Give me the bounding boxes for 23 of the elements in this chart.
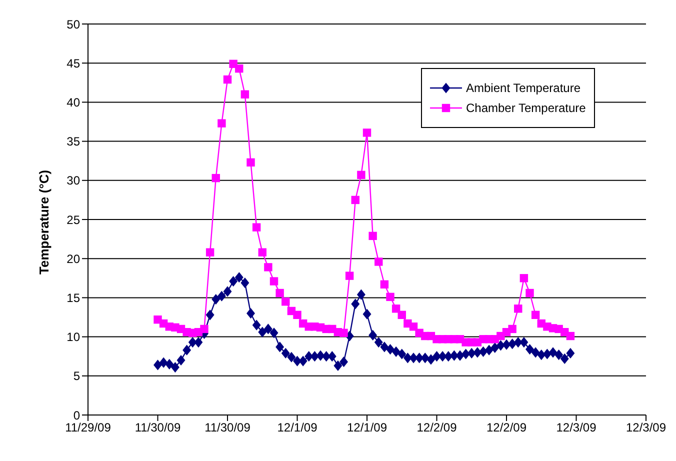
x-tick-label: 11/29/09 [65, 420, 112, 435]
y-tick-label: 45 [66, 56, 80, 70]
y-tick-label: 50 [66, 17, 80, 32]
x-tick-label: 11/30/09 [204, 420, 251, 435]
y-tick-label: 30 [66, 174, 80, 188]
x-tick-label: 12/1/09 [277, 420, 318, 435]
y-axis-title: Temperature (°C) [36, 170, 52, 274]
y-tick-label: 0 [73, 408, 80, 422]
x-tick-label: 12/2/09 [416, 420, 458, 435]
y-tick-label: 15 [66, 290, 80, 305]
y-tick-label: 20 [66, 252, 80, 266]
y-tick-label: 35 [66, 134, 80, 149]
x-tick-label: 12/2/09 [486, 420, 527, 435]
y-tick-label: 40 [66, 95, 80, 110]
legend-label: Chamber Temperature [466, 101, 586, 115]
y-tick-label: 5 [73, 369, 80, 384]
x-tick-label: 12/1/09 [346, 420, 388, 435]
y-tick-label: 10 [66, 330, 80, 344]
x-tick-label: 11/30/09 [134, 420, 181, 435]
x-tick-label: 12/3/09 [556, 420, 597, 435]
legend-label: Ambient Temperature [466, 81, 581, 95]
y-tick-label: 25 [66, 212, 80, 227]
x-tick-label: 12/3/09 [626, 420, 666, 435]
